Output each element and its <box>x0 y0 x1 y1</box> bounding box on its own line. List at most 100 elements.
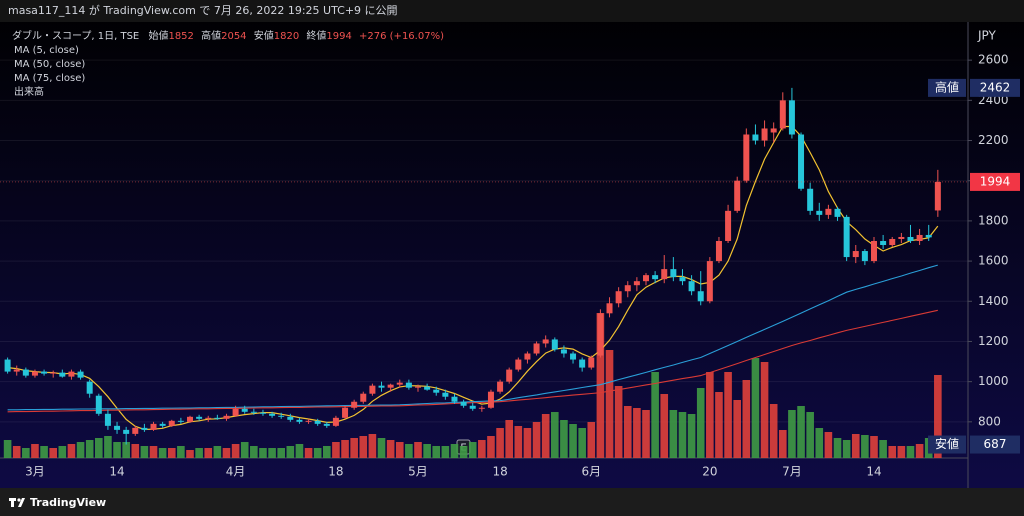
candle-body <box>95 395 102 414</box>
chart-background <box>0 0 1024 488</box>
volume-bar <box>213 446 222 458</box>
volume-bar <box>167 448 176 458</box>
y-axis-label: JPY <box>977 29 997 43</box>
footer-bar <box>0 488 1024 516</box>
volume-bar <box>40 446 48 458</box>
candle-body <box>633 281 640 286</box>
volume-bar <box>569 424 577 458</box>
candle-body <box>360 393 367 402</box>
volume-bar <box>158 448 167 458</box>
volume-bar <box>541 414 550 458</box>
candle-body <box>451 396 458 402</box>
open-label: 始値 <box>148 29 168 42</box>
volume-bar <box>605 350 614 458</box>
candle-body <box>168 420 175 426</box>
legend-volume: 出来高 <box>14 85 44 98</box>
candle-body <box>232 408 239 416</box>
candle-body <box>68 371 75 377</box>
candle-body <box>424 386 431 390</box>
candle-body <box>816 210 823 215</box>
volume-bar <box>842 440 851 458</box>
volume-bar <box>751 358 760 458</box>
candle-body <box>187 416 193 422</box>
volume-bar <box>177 446 185 458</box>
x-tick-label: 7月 <box>782 465 802 479</box>
low-label: 安値 <box>254 29 274 42</box>
candle-body <box>13 369 20 372</box>
volume-bar <box>623 406 632 458</box>
volume-bar <box>204 448 213 458</box>
volume-bar <box>733 400 741 458</box>
volume-bar <box>450 444 459 458</box>
candle-body <box>405 382 412 388</box>
volume-bar <box>104 436 112 458</box>
candle-body <box>41 371 48 374</box>
high-value: 2054 <box>221 31 246 42</box>
candle-body <box>615 291 622 304</box>
x-tick-label: 14 <box>866 465 881 479</box>
candle-body <box>861 251 868 262</box>
volume-bar <box>240 442 249 458</box>
volume-bar <box>286 446 295 458</box>
volume-bar <box>706 372 714 458</box>
candle-body <box>396 382 403 385</box>
volume-bar <box>724 372 732 458</box>
candle-body <box>725 210 732 241</box>
candle-body <box>487 391 494 408</box>
volume-bar <box>523 428 532 458</box>
volume-bar <box>259 448 267 458</box>
volume-bar <box>113 442 121 458</box>
candle-body <box>50 372 57 374</box>
candle-body <box>506 369 513 382</box>
candle-body <box>59 372 66 377</box>
candle-body <box>104 413 111 426</box>
volume-bar <box>487 436 495 458</box>
y-tick-label: 1800 <box>978 213 1009 227</box>
candle-body <box>351 401 358 408</box>
x-tick-label: 6月 <box>581 465 601 479</box>
legend-ma50: MA (50, close) <box>14 59 85 70</box>
candle-body <box>606 303 613 314</box>
volume-bar <box>715 392 723 458</box>
header-bar <box>0 0 1024 22</box>
volume-bar <box>49 448 57 458</box>
volume-bar <box>897 446 906 458</box>
volume-bar <box>742 380 751 458</box>
volume-bar <box>268 448 276 458</box>
volume-bar <box>95 438 103 458</box>
high-label: 高値 <box>201 29 221 42</box>
volume-bar <box>186 450 194 458</box>
candle-body <box>670 269 677 278</box>
volume-bar <box>441 446 450 458</box>
y-tick-label: 1400 <box>978 294 1009 308</box>
volume-bar <box>934 375 942 458</box>
candle-body <box>697 291 704 302</box>
volume-bar <box>131 444 140 458</box>
volume-bar <box>432 446 441 458</box>
volume-bar <box>250 446 258 458</box>
volume-bar <box>833 438 842 458</box>
volume-bar <box>870 436 878 458</box>
candle-body <box>296 419 303 422</box>
y-tick-label: 1200 <box>978 334 1009 348</box>
change: +276 (+16.07%) <box>359 31 444 42</box>
low-marker-tag <box>928 435 966 454</box>
volume-bar <box>459 446 468 458</box>
volume-bar <box>614 386 623 458</box>
candle-body <box>415 386 421 388</box>
volume-bar <box>58 446 67 458</box>
candle-body <box>114 425 121 430</box>
volume-bar <box>906 446 915 458</box>
volume-bar <box>824 432 833 458</box>
volume-bar <box>478 440 486 458</box>
candle-body <box>916 234 923 241</box>
x-tick-label: 3月 <box>25 465 45 479</box>
volume-bar <box>578 428 586 458</box>
symbol: ダブル・スコープ, 1日, TSE <box>12 29 139 42</box>
candle-body <box>250 411 257 413</box>
candle-body <box>807 188 814 211</box>
candle-body <box>852 251 859 258</box>
candle-body <box>871 240 877 262</box>
high-marker-tag <box>928 78 966 97</box>
candle-body <box>460 401 467 406</box>
